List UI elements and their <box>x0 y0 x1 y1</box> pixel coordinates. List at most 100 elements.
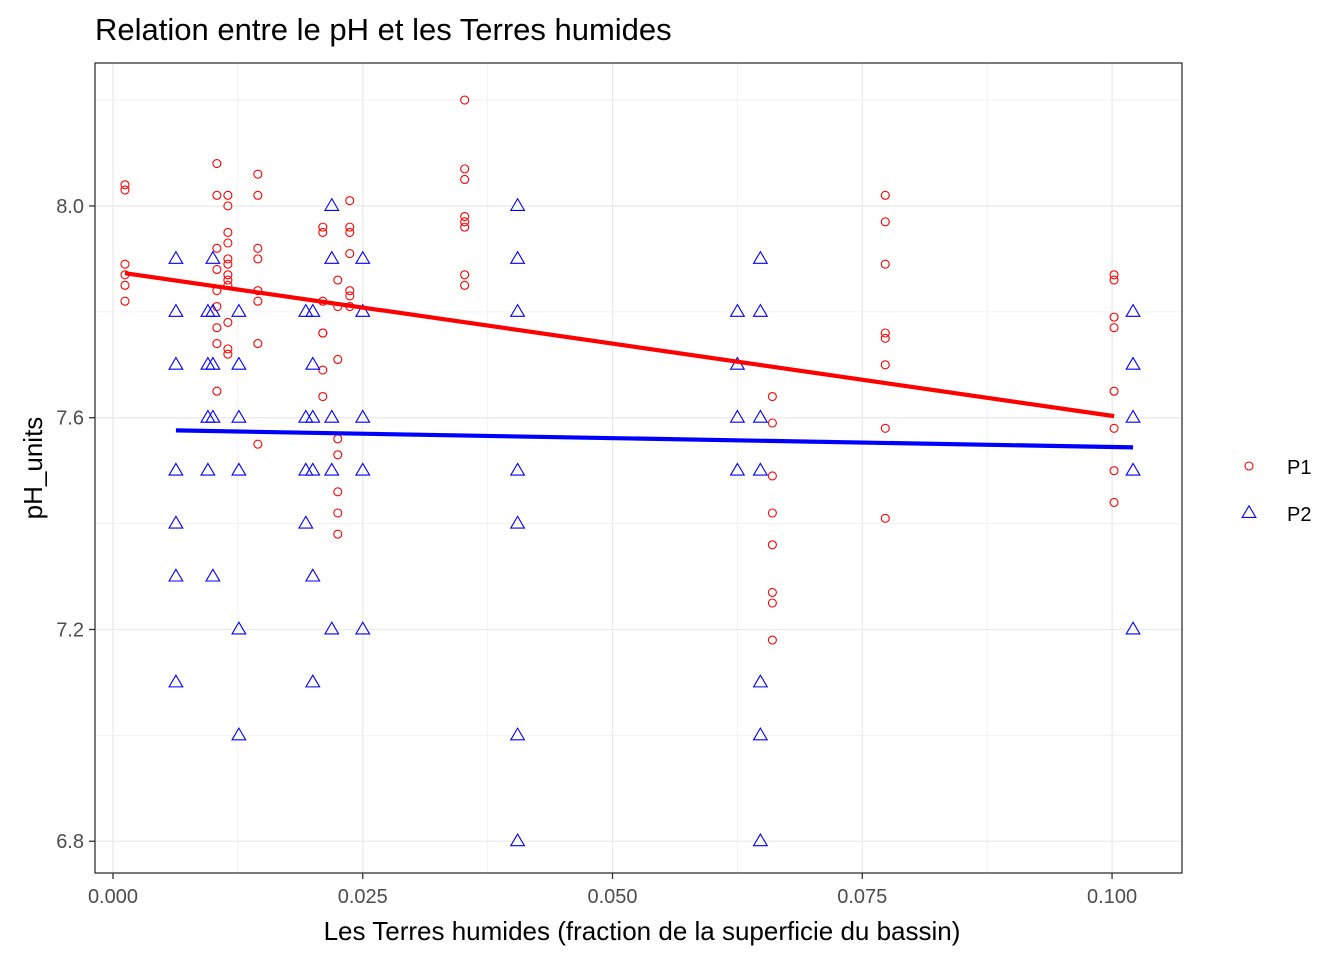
p2-point <box>1125 409 1141 423</box>
p1-point <box>767 540 777 550</box>
p1-point <box>1109 270 1119 280</box>
p2-point <box>168 515 184 529</box>
p2-point <box>1125 356 1141 370</box>
p2-point <box>304 356 321 370</box>
p1-point <box>767 587 777 597</box>
p1-point <box>460 280 470 290</box>
p1-point <box>767 418 777 428</box>
p1-point <box>223 275 233 285</box>
p1-point <box>223 349 233 359</box>
chart-title: Relation entre le pH et les Terres humid… <box>95 12 672 47</box>
p1-point <box>120 185 130 195</box>
axis-ticks: 0.000 0.025 0.050 0.075 0.100 6.8 7.2 7.6 8.0 <box>56 196 1137 908</box>
p1-point <box>318 227 328 237</box>
p2-point <box>1125 462 1141 476</box>
p1-point <box>1109 386 1119 396</box>
p2-point <box>752 462 769 476</box>
p2-point <box>304 409 321 423</box>
p1-fit-line <box>124 271 1115 419</box>
p1-point <box>333 354 343 365</box>
p2-point <box>205 356 221 370</box>
p2-point <box>729 409 746 423</box>
p1-point <box>212 323 222 333</box>
p1-point <box>460 174 470 185</box>
p2-point <box>200 462 216 476</box>
p2-point <box>205 250 221 264</box>
p1-point <box>767 635 777 645</box>
p1-point <box>253 339 263 349</box>
p1-point <box>120 180 130 190</box>
p2-point <box>752 832 769 847</box>
p2-point <box>509 515 526 529</box>
p2-point <box>304 674 321 688</box>
x-tick-label: 0.100 <box>1087 886 1137 908</box>
p2-point <box>1125 303 1141 317</box>
p2-point <box>231 409 247 423</box>
p2-point <box>354 621 371 635</box>
p2-point <box>298 515 314 529</box>
p2-point <box>752 250 769 264</box>
p2-point <box>752 409 769 423</box>
p2-point <box>205 568 221 582</box>
p2-point <box>752 727 769 741</box>
p2-fit-line <box>175 428 1134 450</box>
p1-point <box>223 270 233 280</box>
x-tick-label: 0.025 <box>338 886 388 908</box>
p2-point <box>752 674 769 688</box>
p1-point <box>120 259 130 269</box>
y-tick-label: 8.0 <box>56 196 84 218</box>
p1-point <box>253 254 263 264</box>
p1-point <box>880 217 890 227</box>
p1-point <box>212 264 222 275</box>
p1-point <box>318 365 328 375</box>
p1-point <box>880 513 890 523</box>
p1-point <box>253 243 263 253</box>
p1-point <box>1109 323 1119 333</box>
p1-point <box>212 243 222 253</box>
p1-point <box>333 487 343 497</box>
p1-point <box>345 249 355 259</box>
p2-point <box>168 462 184 476</box>
p1-point <box>767 391 777 402</box>
p2-point <box>752 303 769 317</box>
p2-point <box>168 674 184 688</box>
p1-point <box>253 439 263 449</box>
p1-point <box>253 296 263 306</box>
p1-point <box>1109 423 1119 433</box>
p2-point <box>231 356 247 370</box>
p1-point <box>880 360 890 370</box>
fit-lines <box>124 271 1134 450</box>
x-tick-label: 0.050 <box>587 886 637 908</box>
p1-point <box>345 196 355 206</box>
y-tick-label: 6.8 <box>56 831 84 853</box>
p2-point <box>231 621 247 635</box>
p2-point <box>323 621 340 635</box>
p2-point <box>304 303 321 317</box>
p1-point <box>460 270 470 280</box>
p1-point <box>223 317 233 327</box>
p1-point <box>120 296 130 306</box>
p1-point <box>880 333 890 343</box>
legend-label-p1: P1 <box>1287 457 1311 479</box>
p1-point <box>333 275 343 285</box>
p1-point <box>223 259 233 269</box>
p2-point <box>304 568 321 582</box>
p1-point <box>212 386 222 396</box>
p1-point <box>345 222 355 232</box>
p1-point <box>1109 497 1119 507</box>
p2-point <box>231 462 247 476</box>
p1-point <box>345 291 355 301</box>
p1-point <box>1109 466 1119 476</box>
p1-point <box>460 217 470 227</box>
plot-panel-border <box>94 62 1183 874</box>
x-axis-title: Les Terres humides (fraction de la super… <box>324 916 961 946</box>
p2-point <box>168 303 184 317</box>
p1-point <box>223 227 233 237</box>
data-points <box>120 95 1141 847</box>
p1-point <box>767 471 777 481</box>
p1-point <box>120 280 130 290</box>
p2-point <box>205 409 221 423</box>
p2-point <box>323 197 340 211</box>
